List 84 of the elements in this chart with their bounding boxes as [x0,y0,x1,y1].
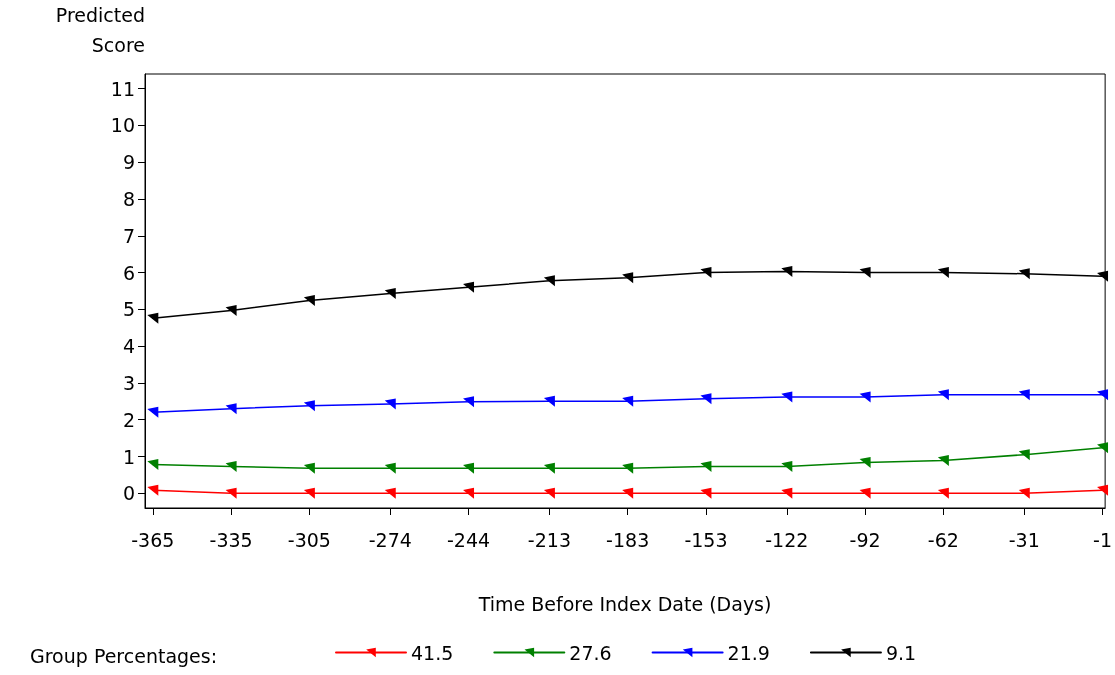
point [700,487,712,499]
point [225,304,237,316]
y-tick-label: 6 [122,261,135,284]
point [622,487,634,499]
x-axis-title: Time Before Index Date (Days) [477,592,772,615]
point [543,395,555,407]
y-tick-label: 0 [122,482,135,505]
point [384,398,396,410]
y-tick-label: 7 [122,224,135,247]
point [384,487,396,499]
point [1097,389,1109,401]
point [859,487,871,499]
legend-label: 9.1 [885,641,917,664]
x-tick-label: -153 [684,528,728,551]
legend-label: 41.5 [411,641,454,664]
point [700,393,712,405]
y-tick-label: 5 [122,298,135,321]
point [303,400,315,412]
point [463,281,475,293]
point [303,462,315,474]
point [147,459,159,471]
x-tick-label: -92 [849,528,881,551]
y-tick-label: 2 [122,408,135,431]
point [1018,487,1030,499]
point [1097,484,1109,496]
point [463,396,475,408]
point [1018,449,1030,461]
x-tick-label: -31 [1008,528,1040,551]
point [700,460,712,472]
x-tick-label: -305 [287,528,331,551]
point [781,487,793,499]
x-tick-label: -183 [606,528,650,551]
x-tick-label: -213 [527,528,571,551]
point [937,487,949,499]
point [463,487,475,499]
x-tick-label: -244 [446,528,491,551]
x-tick-label: -335 [209,528,253,551]
y-tick-label: 4 [122,335,135,358]
point [859,267,871,279]
y-axis-title: Predicted Score [55,4,145,56]
point [147,312,159,324]
point [463,462,475,474]
x-tick-label: -62 [927,528,959,551]
point [225,460,237,472]
point [937,389,949,401]
point [1097,442,1109,454]
point [700,267,712,279]
y-tick-label: 1 [122,445,135,468]
legend-label: 21.9 [727,641,770,664]
point [781,391,793,403]
point [303,487,315,499]
point [225,403,237,415]
x-tick-label: -122 [765,528,809,551]
point [859,456,871,468]
point [147,484,159,496]
y-tick-label: 3 [122,371,135,394]
x-tick-label: -1 [1093,528,1112,551]
legend-label: 27.6 [569,641,612,664]
y-tick-label: 10 [110,114,135,137]
point [937,267,949,279]
point [1018,268,1030,280]
x-tick-label: -274 [368,528,412,551]
point [303,295,315,307]
x-tick-label: -365 [131,528,175,551]
y-tick-label: 11 [110,77,135,100]
point [543,462,555,474]
point [622,395,634,407]
point [384,288,396,300]
point [781,460,793,472]
y-tick-label: 9 [122,151,135,174]
point [937,455,949,467]
point [543,487,555,499]
point [781,266,793,278]
point [859,391,871,403]
point [622,462,634,474]
point [543,275,555,287]
point [225,487,237,499]
point [1018,389,1030,401]
point [1097,270,1109,282]
legend-title: Group Percentages: [30,644,218,667]
point [384,462,396,474]
y-tick-label: 8 [122,188,135,211]
point [622,272,634,284]
point [147,406,159,418]
